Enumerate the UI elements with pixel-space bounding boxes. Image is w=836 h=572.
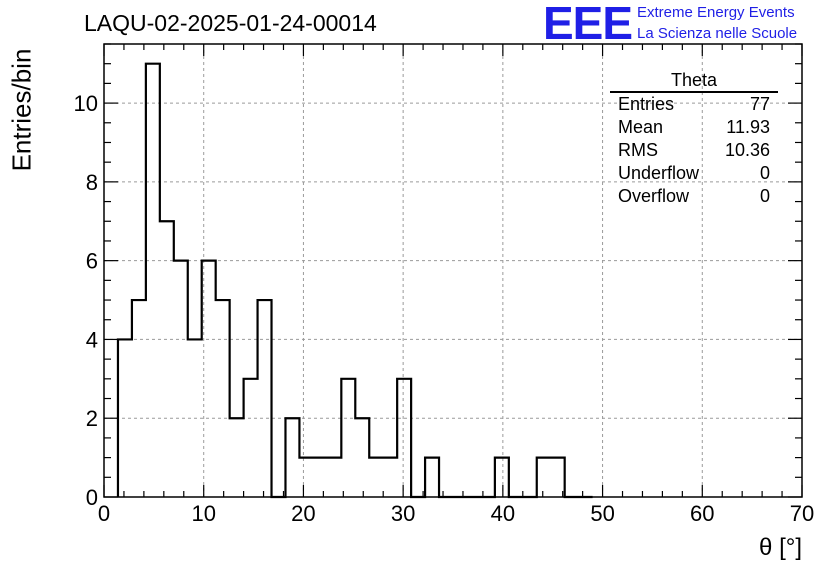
stats-row-mean: Mean 11.93 [610, 116, 778, 139]
x-tick-label: 40 [491, 501, 515, 526]
chart-title: LAQU-02-2025-01-24-00014 [84, 10, 377, 36]
histogram-bin [132, 300, 146, 497]
stats-label: Overflow [618, 186, 690, 206]
stats-label: Mean [618, 117, 664, 137]
x-tick-label: 0 [98, 501, 110, 526]
stats-value: 10.36 [724, 140, 770, 160]
y-tick-label: 2 [86, 406, 98, 431]
histogram-bin [160, 221, 174, 497]
histogram-bin [537, 458, 551, 497]
x-tick-label: 30 [391, 501, 415, 526]
stats-box: Theta Entries 77 Mean 11.93 RMS 10.36 Un… [610, 70, 778, 208]
histogram-bin [244, 379, 258, 497]
x-tick-label: 20 [291, 501, 315, 526]
histogram-bin [369, 458, 383, 497]
histogram-bin [313, 458, 327, 497]
stats-title: Theta [610, 70, 778, 93]
y-tick-label: 4 [86, 327, 98, 352]
histogram-bin [355, 418, 369, 497]
x-tick-label: 60 [690, 501, 714, 526]
logo-subtitle-line2: La Scienza nelle Scuole [637, 25, 798, 42]
histogram-series [116, 62, 593, 499]
stats-value: 77 [749, 94, 770, 114]
histogram-bin [327, 458, 341, 497]
x-axis-label: θ [°] [759, 534, 802, 561]
histogram-bin [146, 64, 160, 497]
stats-label: Entries [618, 94, 675, 114]
y-axis-label: Entries/bin [6, 48, 37, 172]
y-tick-label: 10 [74, 91, 98, 116]
stats-row-overflow: Overflow 0 [610, 185, 778, 208]
stats-row-rms: RMS 10.36 [610, 139, 778, 162]
histogram-bin [397, 379, 411, 497]
stats-row-underflow: Underflow 0 [610, 162, 778, 185]
stats-row-entries: Entries 77 [610, 93, 778, 116]
histogram-bin [230, 418, 244, 497]
histogram-bin [341, 379, 355, 497]
histogram-bin [495, 458, 509, 497]
y-tick-label: 8 [86, 170, 98, 195]
stats-label: Underflow [618, 163, 700, 183]
histogram-bin [258, 300, 272, 497]
histogram-bin [174, 261, 188, 497]
logo-subtitle-line1: Extreme Energy Events [637, 4, 795, 21]
x-tick-label: 70 [790, 501, 814, 526]
histogram-bin [299, 458, 313, 497]
y-tick-label: 6 [86, 249, 98, 274]
stats-value: 0 [759, 163, 770, 183]
y-tick-label: 0 [86, 485, 98, 510]
stats-value: 0 [759, 186, 770, 206]
histogram-bin [285, 418, 299, 497]
stats-value: 11.93 [726, 117, 770, 137]
x-tick-label: 50 [590, 501, 614, 526]
histogram-bin [383, 458, 397, 497]
x-tick-label: 10 [191, 501, 215, 526]
histogram-bin [425, 458, 439, 497]
histogram-bin [216, 300, 230, 497]
eee-logo: EEE [543, 0, 633, 49]
stats-label: RMS [618, 140, 658, 160]
